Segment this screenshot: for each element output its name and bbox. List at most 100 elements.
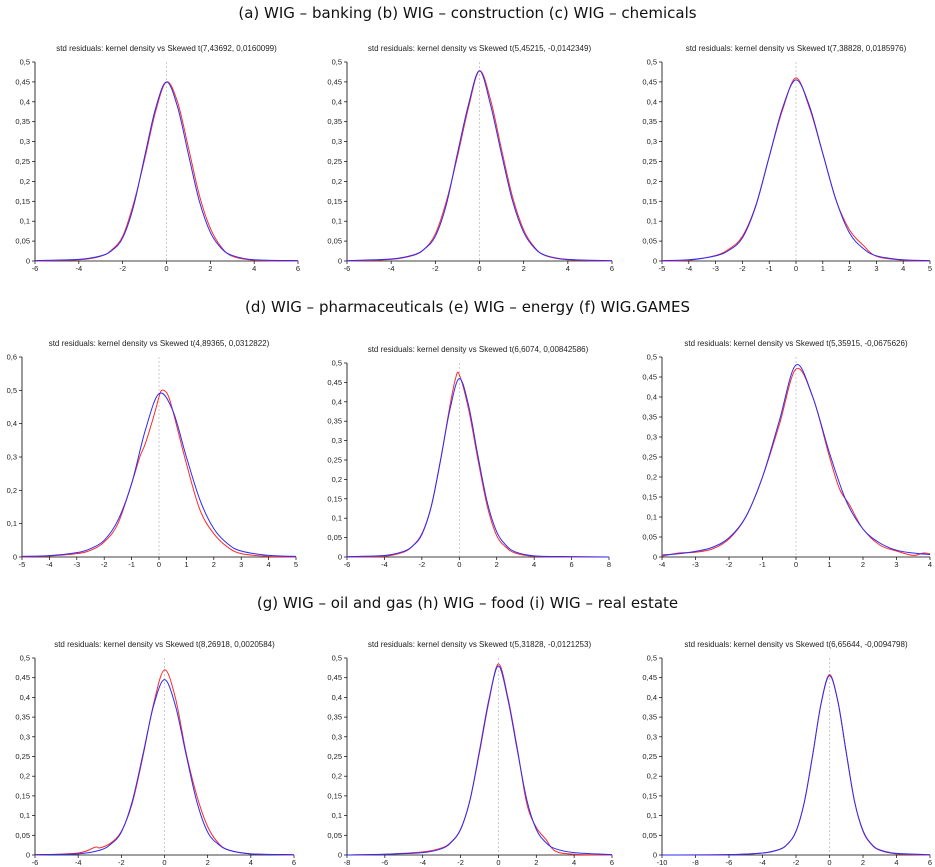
density-chart: std residuals: kernel density vs Skewed …: [7, 339, 299, 569]
density-chart-panel: std residuals: kernel density vs Skewed …: [320, 632, 620, 867]
y-tick-label: 0,25: [327, 157, 342, 166]
x-tick-label: 4: [894, 858, 898, 867]
x-tick-label: -6: [32, 264, 39, 273]
x-tick-label: 1: [821, 264, 825, 273]
x-tick-label: 4: [249, 858, 253, 867]
y-tick-label: 0,5: [20, 654, 30, 663]
y-tick-label: 0: [653, 851, 657, 860]
y-tick-label: 0,35: [327, 713, 342, 722]
x-tick-label: -2: [739, 264, 746, 273]
x-tick-label: -8: [692, 858, 699, 867]
x-tick-label: 0: [477, 264, 481, 273]
x-tick-label: 1: [827, 560, 831, 569]
y-tick-label: 0,35: [327, 117, 342, 126]
x-tick-label: 3: [894, 560, 898, 569]
y-tick-label: 0,4: [647, 693, 657, 702]
y-tick-label: 0,5: [7, 386, 17, 395]
density-chart-panel: std residuals: kernel density vs Skewed …: [636, 334, 934, 570]
y-tick-label: 0: [26, 257, 30, 266]
x-tick-label: -4: [388, 264, 395, 273]
x-tick-label: -6: [32, 858, 39, 867]
y-tick-label: 0,35: [642, 117, 657, 126]
y-tick-label: 0,3: [647, 732, 657, 741]
skewed-t-line: [34, 81, 299, 262]
y-tick-label: 0,05: [327, 533, 342, 542]
y-tick-label: 0: [338, 553, 342, 562]
row-caption-2: (d) WIG – pharmaceuticals (e) WIG – ener…: [245, 298, 690, 316]
y-tick-label: 0: [338, 257, 342, 266]
x-tick-label: -4: [381, 560, 388, 569]
x-tick-label: -2: [432, 264, 439, 273]
y-tick-label: 0,25: [642, 453, 657, 462]
y-tick-label: 0,5: [332, 654, 342, 663]
density-chart: std residuals: kernel density vs Skewed …: [642, 44, 932, 273]
y-tick-label: 0,05: [642, 533, 657, 542]
y-tick-label: 0,35: [15, 713, 30, 722]
y-tick-label: 0,1: [20, 811, 30, 820]
x-tick-label: -3: [73, 560, 80, 569]
density-chart-panel: std residuals: kernel density vs Skewed …: [2, 632, 302, 867]
chart-title: std residuals: kernel density vs Skewed …: [54, 640, 275, 649]
x-tick-label: 2: [861, 560, 865, 569]
row-caption-1: (a) WIG – banking (b) WIG – construction…: [238, 4, 697, 22]
y-tick-label: 0,5: [20, 58, 30, 67]
x-tick-label: 4: [566, 264, 570, 273]
x-tick-label: 3: [239, 560, 243, 569]
density-chart: std residuals: kernel density vs Skewed …: [15, 640, 296, 867]
y-tick-label: 0,5: [647, 353, 657, 362]
y-tick-label: 0,1: [7, 519, 17, 528]
y-tick-label: 0: [653, 257, 657, 266]
chart-title: std residuals: kernel density vs Skewed …: [686, 44, 907, 53]
y-tick-label: 0,2: [332, 177, 342, 186]
x-tick-label: -5: [659, 264, 666, 273]
y-tick-label: 0,05: [15, 237, 30, 246]
y-tick-label: 0,2: [20, 772, 30, 781]
x-tick-label: 3: [874, 264, 878, 273]
x-tick-label: 2: [206, 858, 210, 867]
x-tick-label: -1: [128, 560, 135, 569]
skewed-t-line: [346, 378, 610, 558]
x-tick-label: 0: [794, 264, 798, 273]
y-tick-label: 0,25: [15, 157, 30, 166]
y-tick-label: 0,3: [332, 436, 342, 445]
y-tick-label: 0,45: [327, 77, 342, 86]
kernel-density-line: [661, 77, 931, 262]
skewed-t-line: [661, 364, 931, 556]
row-caption-3: (g) WIG – oil and gas (h) WIG – food (i)…: [256, 594, 679, 612]
x-tick-label: 0: [162, 858, 166, 867]
y-tick-label: 0,2: [647, 772, 657, 781]
y-tick-label: 0,1: [647, 217, 657, 226]
y-tick-label: 0,1: [647, 513, 657, 522]
x-tick-label: -2: [457, 858, 464, 867]
y-tick-label: 0,4: [332, 97, 342, 106]
x-tick-label: 6: [569, 560, 573, 569]
density-chart-panel: std residuals: kernel density vs Skewed …: [636, 632, 934, 867]
y-tick-label: 0,05: [642, 831, 657, 840]
x-tick-label: 6: [610, 858, 614, 867]
y-tick-label: 0,4: [647, 393, 657, 402]
y-tick-label: 0,2: [20, 177, 30, 186]
density-chart-panel: std residuals: kernel density vs Skewed …: [2, 40, 302, 273]
density-chart-panel: std residuals: kernel density vs Skewed …: [636, 40, 934, 273]
x-tick-label: -10: [657, 858, 668, 867]
x-tick-label: -2: [793, 858, 800, 867]
x-tick-label: 6: [610, 264, 614, 273]
x-tick-label: -5: [19, 560, 26, 569]
y-tick-label: 0,15: [327, 494, 342, 503]
x-tick-label: 4: [252, 264, 256, 273]
kernel-density-line: [34, 669, 295, 856]
y-tick-label: 0,2: [332, 772, 342, 781]
y-tick-label: 0,4: [20, 97, 30, 106]
y-tick-label: 0,2: [647, 473, 657, 482]
x-tick-label: 4: [928, 560, 932, 569]
y-tick-label: 0,05: [15, 831, 30, 840]
y-tick-label: 0,25: [15, 752, 30, 761]
x-tick-label: -4: [659, 560, 666, 569]
chart-title: std residuals: kernel density vs Skewed …: [368, 44, 592, 53]
x-tick-label: 2: [208, 264, 212, 273]
y-tick-label: 0,3: [332, 137, 342, 146]
density-chart: std residuals: kernel density vs Skewed …: [327, 44, 614, 273]
y-tick-label: 0,05: [327, 831, 342, 840]
y-tick-label: 0,3: [20, 137, 30, 146]
x-tick-label: -1: [766, 264, 773, 273]
